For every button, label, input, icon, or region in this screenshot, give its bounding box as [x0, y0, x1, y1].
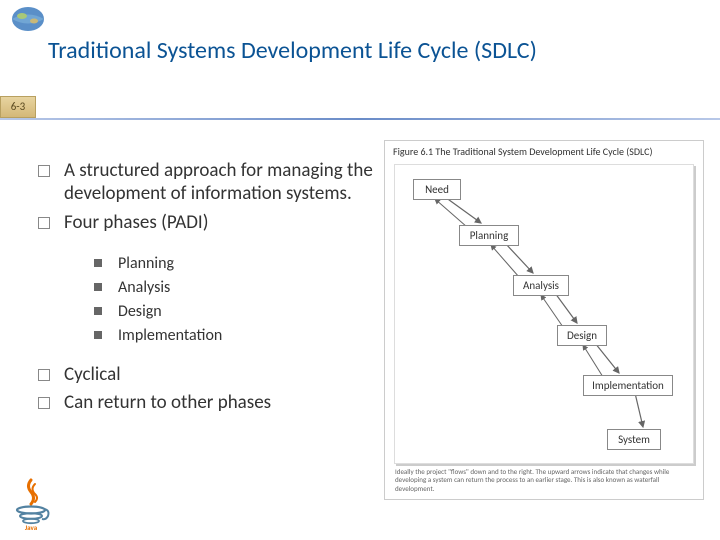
sub-bullet-item: Analysis	[92, 278, 376, 299]
flow-node: Design	[557, 325, 607, 346]
svg-text:Java: Java	[25, 523, 38, 532]
flow-arrows	[395, 165, 695, 465]
flow-node: Need	[413, 179, 461, 200]
bullet-item: Cyclical	[36, 364, 376, 387]
bullet-list: A structured approach for managing the d…	[36, 160, 376, 421]
sdlc-figure: Figure 6.1 The Traditional System Develo…	[384, 140, 704, 500]
flow-node: Implementation	[583, 375, 673, 396]
figure-title: Figure 6.1 The Traditional System Develo…	[385, 141, 703, 162]
sub-bullet-item: Design	[92, 302, 376, 323]
java-logo: Java	[8, 476, 54, 532]
slide-title: Traditional Systems Development Life Cyc…	[48, 36, 537, 65]
flow-node: Planning	[459, 225, 519, 246]
bullet-item: A structured approach for managing the d…	[36, 160, 376, 206]
flow-node: Analysis	[513, 275, 569, 296]
figure-canvas: Need Planning Analysis Design Implementation…	[394, 164, 694, 464]
horizontal-rule	[0, 118, 720, 120]
slide-number-badge: 6-3	[0, 96, 36, 118]
flow-node: System	[607, 429, 661, 450]
globe-logo	[8, 4, 48, 34]
sub-bullet-item: Implementation	[92, 326, 376, 347]
bullet-item: Four phases (PADI)	[36, 212, 376, 235]
bullet-item: Can return to other phases	[36, 392, 376, 415]
figure-caption: Ideally the project "flows" down and to …	[385, 464, 703, 493]
sub-bullet-item: Planning	[92, 254, 376, 275]
